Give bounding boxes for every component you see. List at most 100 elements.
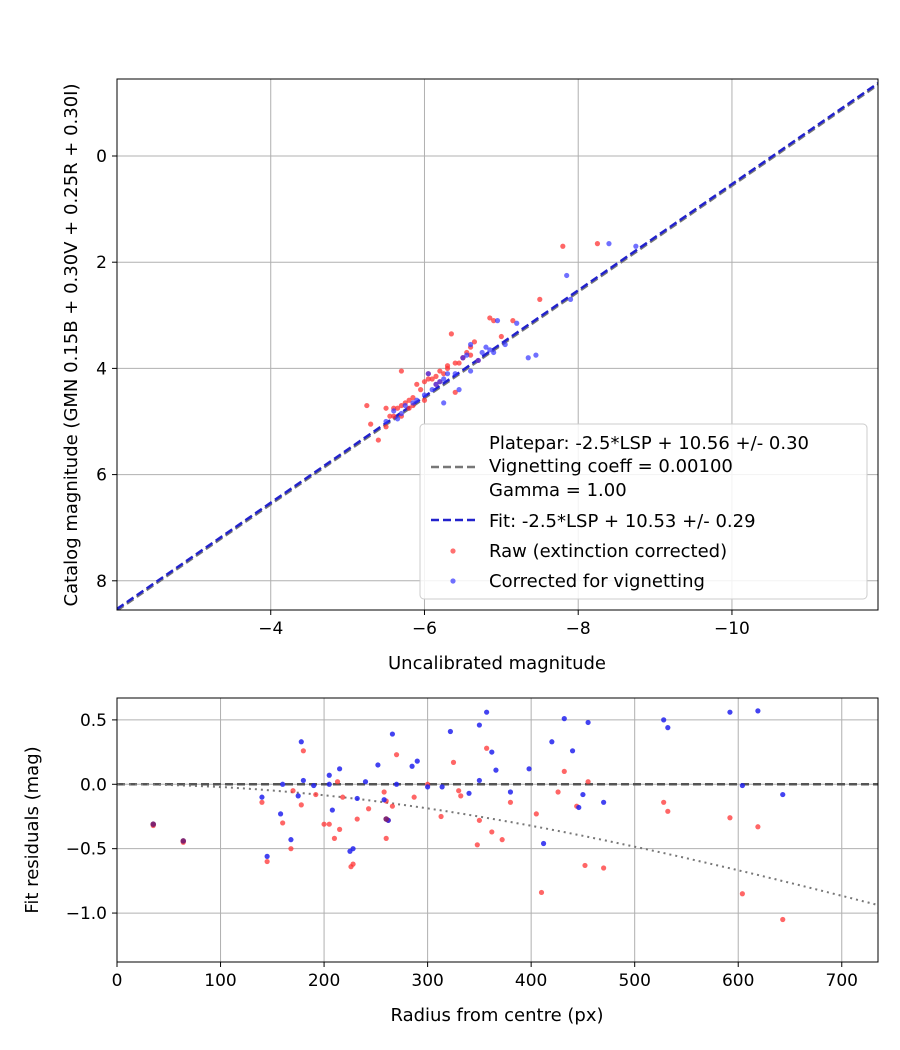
corrected-point	[441, 376, 447, 382]
raw-residual-point	[411, 794, 417, 800]
corrected-residual-point	[288, 837, 294, 843]
corrected-residual-point	[580, 791, 586, 798]
corrected-point	[467, 341, 474, 348]
corrected-residual-point	[337, 766, 343, 772]
corrected-residual-point	[362, 779, 369, 785]
raw-point	[429, 376, 435, 382]
corrected-residual-point	[466, 790, 472, 796]
corrected-point	[394, 416, 401, 422]
fit-line	[117, 82, 878, 610]
corrected-residual-point	[447, 728, 453, 735]
raw-residual-point	[389, 803, 396, 809]
corrected-point	[483, 344, 489, 350]
raw-residual-point	[739, 891, 745, 897]
raw-point	[398, 368, 405, 374]
top-x-tick-label: −8	[566, 619, 591, 639]
raw-point	[560, 243, 566, 249]
raw-point	[594, 241, 601, 247]
raw-point	[437, 368, 443, 374]
raw-point	[368, 421, 374, 427]
raw-residual-point	[288, 846, 294, 852]
raw-residual-point	[585, 779, 591, 785]
raw-residual-point	[582, 862, 588, 869]
corrected-point	[460, 355, 466, 361]
raw-residual-point	[334, 779, 341, 785]
top-y-tick-label: 4	[96, 359, 107, 379]
raw-residual-point	[476, 817, 482, 823]
corrected-residual-point	[439, 784, 445, 790]
top-y-tick-label: 6	[96, 466, 107, 486]
raw-residual-point	[321, 821, 327, 827]
corrected-residual-point	[540, 840, 547, 847]
raw-residual-point	[337, 826, 343, 832]
corrected-residual-point	[661, 717, 667, 723]
raw-point	[452, 389, 458, 395]
raw-residual-point	[780, 916, 786, 923]
raw-point	[425, 376, 431, 382]
corrected-point	[452, 371, 458, 377]
corrected-point	[410, 400, 416, 406]
raw-residual-point	[601, 865, 607, 871]
raw-point	[414, 381, 420, 387]
corrected-residual-point	[780, 791, 786, 798]
bottom-lines	[117, 783, 878, 907]
corrected-residual-point	[425, 784, 431, 790]
raw-residual-point	[561, 768, 567, 775]
raw-residual-point	[313, 791, 319, 798]
raw-point	[398, 402, 405, 409]
corrected-point	[429, 387, 435, 393]
corrected-point	[391, 408, 397, 414]
raw-residual-point	[458, 793, 464, 799]
raw-residual-point	[280, 820, 286, 826]
raw-point	[364, 402, 370, 409]
corrected-residual-point	[549, 739, 555, 745]
bottom-y-tick-label: −1.0	[66, 904, 107, 924]
raw-residual-point	[331, 835, 338, 841]
corrected-residual-point	[350, 846, 356, 852]
top-x-axis-label: Uncalibrated magnitude	[388, 653, 606, 674]
corrected-point	[533, 352, 539, 358]
corrected-residual-point	[665, 725, 671, 731]
corrected-residual-point	[277, 811, 284, 817]
corrected-residual-point	[329, 807, 335, 813]
top-grid	[117, 79, 878, 610]
bottom-ticks: 0 100 200 300 400 500 600 700 0.5 0.0 −0.5 −1.0	[66, 711, 858, 991]
corrected-point	[525, 355, 531, 361]
corrected-residual-point	[601, 799, 607, 805]
raw-residual-point	[665, 808, 671, 814]
raw-point	[387, 413, 393, 419]
top-points	[364, 241, 639, 443]
raw-point	[383, 405, 389, 411]
corrected-residual-point	[311, 782, 317, 789]
corrected-residual-point	[576, 804, 582, 811]
corrected-residual-point	[375, 762, 381, 768]
top-y-axis-label: Catalog magnitude (GMN 0.15B + 0.30V + 0…	[61, 83, 82, 606]
corrected-point	[502, 341, 508, 348]
raw-residual-point	[340, 794, 346, 800]
overlap-residual-point	[180, 838, 187, 844]
raw-residual-point	[507, 799, 514, 805]
raw-point	[510, 318, 516, 324]
overlap-residual-point	[150, 821, 157, 828]
raw-residual-point	[365, 806, 372, 812]
raw-point	[410, 395, 416, 401]
corrected-residual-point	[476, 722, 482, 728]
top-ticks: −4 −6 −8 −10 0 2 4 6 8	[96, 147, 750, 639]
bottom-y-tick-label: 0.0	[80, 775, 107, 795]
legend-platepar-line1: Platepar: -2.5*LSP + 10.56 +/- 0.30	[489, 433, 809, 454]
corrected-point	[414, 397, 420, 403]
corrected-residual-point	[354, 795, 360, 802]
platepar-line	[117, 83, 878, 610]
corrected-point	[444, 371, 451, 377]
top-x-tick-label: −6	[412, 619, 437, 639]
raw-residual-point	[383, 835, 389, 841]
corrected-point	[606, 241, 612, 247]
corrected-residual-point	[326, 772, 332, 778]
raw-point	[537, 296, 543, 302]
raw-residual-point	[264, 858, 270, 865]
top-x-tick-label: −10	[714, 619, 750, 639]
bottom-x-axis-label: Radius from centre (px)	[390, 1005, 603, 1026]
corrected-residual-point	[755, 708, 761, 714]
bottom-x-tick-label: 500	[618, 971, 650, 991]
corrected-residual-point	[569, 748, 576, 754]
